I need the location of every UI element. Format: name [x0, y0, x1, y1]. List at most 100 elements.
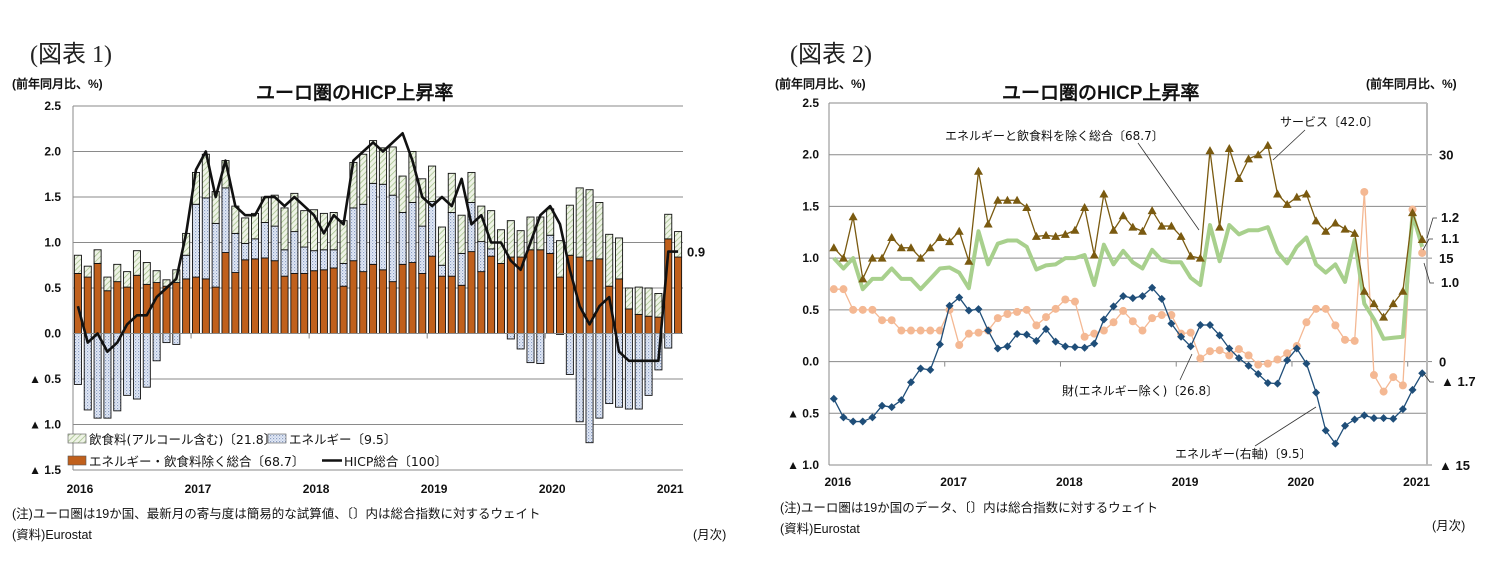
- legend-swatch: [267, 433, 287, 444]
- data-point: [945, 237, 955, 246]
- data-point: [993, 344, 1002, 353]
- bar-segment: [398, 263, 407, 334]
- data-point: [1330, 218, 1340, 227]
- y-left-tick-label: 1.5: [802, 199, 819, 213]
- bar-segment: [221, 187, 230, 253]
- bar-segment: [339, 262, 348, 287]
- data-point: [1157, 311, 1166, 320]
- figure-2-y-unit-right: (前年同月比、%): [1366, 77, 1457, 91]
- data-point: [1070, 225, 1080, 234]
- bar-segment: [349, 207, 358, 262]
- bar-segment: [516, 333, 525, 350]
- data-point: [1157, 221, 1167, 230]
- end-value-label: 1.2: [1441, 210, 1459, 225]
- data-point: [1331, 321, 1340, 330]
- bar-segment: [182, 278, 191, 334]
- bar-segment: [477, 241, 486, 273]
- data-point: [1186, 251, 1196, 260]
- data-point: [1119, 292, 1128, 301]
- y-tick-label: 0.0: [44, 327, 61, 341]
- data-point: [1369, 414, 1378, 423]
- y-right-tick-label: 15: [1439, 251, 1453, 266]
- figure-1-x-unit: (月次): [693, 528, 727, 542]
- bar-segment: [437, 264, 446, 277]
- bar-segment: [113, 263, 122, 283]
- legend-label: 飲食料(アルコール含む)〔21.8〕: [89, 432, 276, 447]
- data-point: [1205, 321, 1214, 330]
- legend-swatch: [67, 455, 87, 466]
- data-point: [1109, 225, 1119, 234]
- bar-segment: [241, 242, 250, 261]
- end-value-label: 1.0: [1441, 275, 1459, 290]
- data-point: [1254, 369, 1263, 378]
- data-point: [848, 212, 858, 221]
- bar-segment: [664, 213, 673, 240]
- y-right-tick-label: 30: [1439, 148, 1453, 163]
- bar-segment: [83, 276, 92, 334]
- bar-segment: [329, 249, 338, 269]
- bar-segment: [300, 210, 309, 248]
- bar-segment: [506, 333, 515, 340]
- bar-segment: [73, 272, 82, 334]
- bar-segment: [113, 281, 122, 334]
- data-point: [1177, 332, 1186, 341]
- data-point: [1070, 343, 1079, 352]
- y-left-tick-label: 2.5: [802, 96, 819, 110]
- end-label-leader: [1422, 238, 1433, 251]
- data-point: [1341, 421, 1350, 430]
- data-point: [1032, 321, 1041, 330]
- bar-segment: [123, 333, 132, 396]
- data-point: [1147, 206, 1157, 215]
- data-point: [1032, 336, 1041, 345]
- series-line: [832, 211, 1425, 341]
- bar-segment: [428, 201, 437, 257]
- data-point: [868, 413, 877, 422]
- data-point: [1109, 302, 1118, 311]
- data-point: [1350, 336, 1359, 345]
- data-point: [1138, 326, 1147, 335]
- data-point: [1234, 345, 1243, 354]
- x-tick-label: 2017: [185, 482, 212, 496]
- data-point: [1273, 189, 1282, 198]
- x-tick-label: 2021: [657, 482, 684, 496]
- bar-segment: [369, 263, 378, 334]
- bar-segment: [290, 272, 299, 334]
- figure-2-label: (図表 2): [790, 42, 872, 68]
- bar-segment: [142, 333, 151, 388]
- data-point: [1042, 325, 1051, 334]
- data-point: [1302, 359, 1311, 368]
- data-point: [1360, 187, 1369, 196]
- data-point: [1224, 144, 1234, 153]
- end-value-label: ▲ 1.7: [1441, 374, 1476, 389]
- data-point: [1369, 299, 1379, 308]
- bar-segment: [241, 217, 250, 244]
- bar-segment: [270, 260, 279, 334]
- data-point: [1060, 229, 1070, 238]
- bar-segment: [388, 281, 397, 334]
- x-tick-label: 2018: [303, 482, 330, 496]
- data-point: [983, 219, 993, 228]
- bar-segment: [634, 333, 643, 410]
- data-point: [829, 243, 839, 252]
- data-point: [1359, 286, 1369, 295]
- data-point: [1418, 369, 1427, 378]
- bar-segment: [398, 175, 407, 213]
- bar-segment: [152, 333, 161, 362]
- bar-segment: [211, 286, 220, 334]
- data-point: [877, 253, 887, 262]
- data-point: [1321, 426, 1330, 435]
- data-point: [1379, 312, 1389, 321]
- bar-segment: [634, 313, 643, 334]
- data-point: [858, 274, 868, 283]
- data-point: [1379, 387, 1388, 396]
- y-left-tick-label: ▲ 1.0: [787, 458, 819, 472]
- bar-segment: [310, 209, 319, 252]
- bar-segment: [467, 251, 476, 334]
- data-point: [1418, 248, 1427, 257]
- bar-segment: [506, 256, 515, 334]
- bar-segment: [644, 315, 653, 334]
- y-right-tick-label: 0: [1439, 355, 1446, 370]
- figure-1-source: (資料)Eurostat: [12, 528, 92, 542]
- data-point: [1225, 351, 1234, 360]
- data-point: [964, 256, 974, 265]
